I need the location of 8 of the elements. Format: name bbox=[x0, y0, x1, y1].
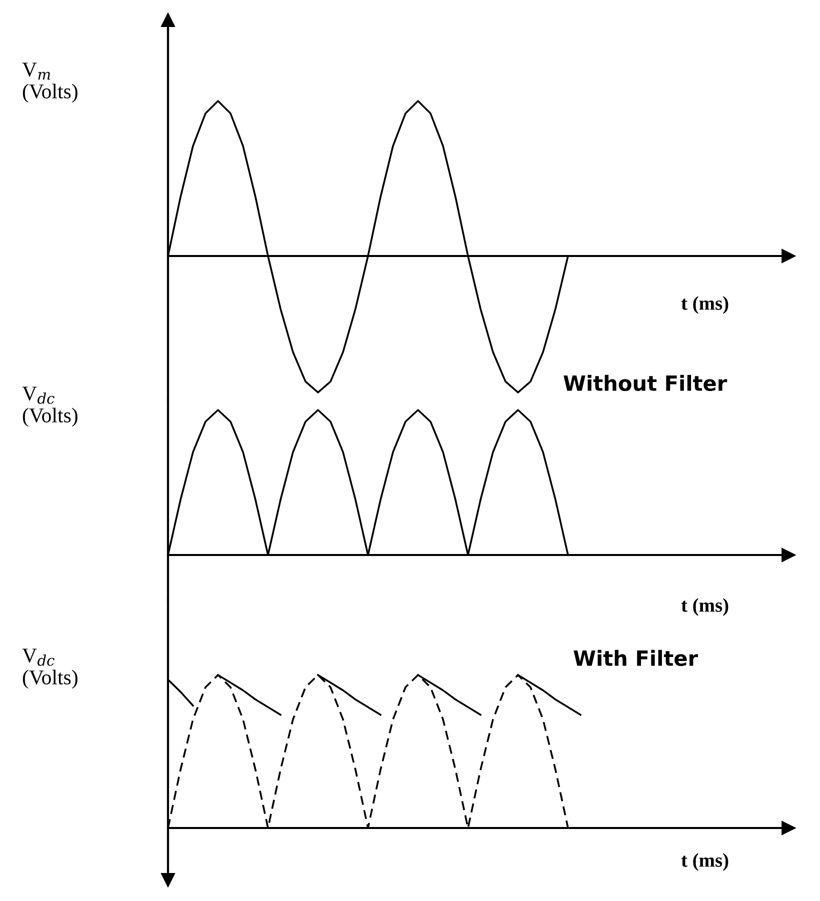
x-axis-title: t (ms) bbox=[681, 296, 728, 314]
y-axis-title: V$_{m}$ (Volts) bbox=[22, 62, 78, 103]
annotation: Without Filter bbox=[564, 374, 728, 392]
text: With Filter bbox=[574, 650, 698, 666]
x-axis-title: t (ms) bbox=[681, 853, 728, 871]
x-axis-title: t (ms) bbox=[681, 598, 728, 616]
y-axis-title: V$_{dc}$ (Volts) bbox=[22, 648, 78, 689]
y-axis-title: V$_{dc}$ (Volts) bbox=[22, 386, 78, 427]
